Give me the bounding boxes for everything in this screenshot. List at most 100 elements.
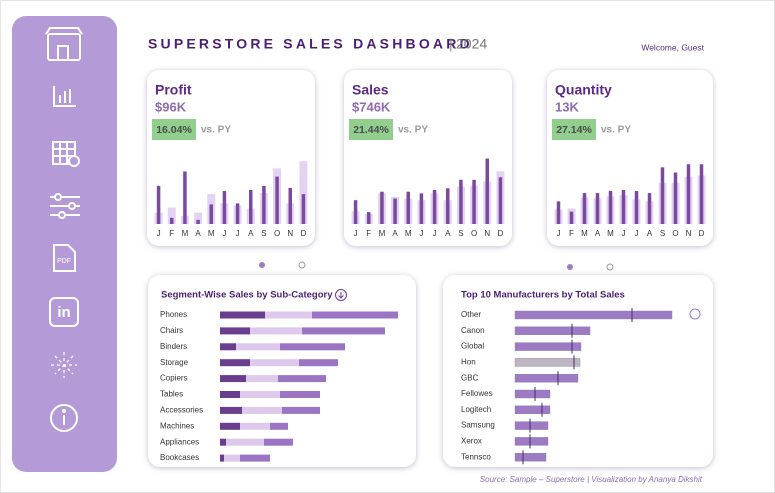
bar-segment bbox=[220, 422, 240, 430]
bar bbox=[595, 193, 600, 224]
bar-segment bbox=[280, 391, 320, 398]
bar bbox=[514, 453, 547, 462]
bar-segment bbox=[240, 422, 270, 430]
x-tick-label: A bbox=[445, 229, 451, 238]
kpi-comparison: vs. PY bbox=[201, 125, 231, 136]
bar bbox=[419, 193, 424, 224]
x-tick-label: O bbox=[672, 229, 678, 238]
bar-segment bbox=[224, 454, 240, 462]
category-label: Copiers bbox=[160, 374, 188, 383]
bar bbox=[514, 310, 673, 320]
divider: | bbox=[449, 36, 453, 52]
year: 2024 bbox=[456, 36, 487, 52]
bar bbox=[514, 389, 551, 399]
kpi-change: 27.14% bbox=[556, 124, 592, 136]
x-tick-label: A bbox=[195, 229, 201, 238]
bar-segment bbox=[220, 391, 240, 398]
info-icon[interactable] bbox=[50, 404, 78, 432]
bar-segment bbox=[220, 343, 236, 351]
x-tick-label: M bbox=[405, 229, 412, 238]
bar bbox=[514, 405, 551, 414]
x-tick-label: A bbox=[248, 229, 254, 238]
category-label: Canon bbox=[461, 326, 485, 335]
more-icon[interactable] bbox=[689, 308, 701, 320]
bar bbox=[686, 164, 691, 224]
page-dot[interactable] bbox=[259, 262, 265, 268]
category-label: Fellowes bbox=[461, 389, 493, 398]
bar bbox=[608, 191, 613, 224]
page-dot[interactable] bbox=[606, 263, 614, 271]
x-tick-label: M bbox=[379, 229, 386, 238]
category-label: Machines bbox=[160, 421, 194, 430]
bar-segment bbox=[220, 359, 250, 367]
bar-segment bbox=[242, 406, 282, 414]
home-icon[interactable] bbox=[45, 27, 83, 61]
x-tick-label: J bbox=[157, 229, 161, 238]
bar-segment bbox=[250, 327, 302, 335]
bar bbox=[514, 421, 549, 430]
x-tick-label: J bbox=[236, 229, 240, 238]
category-label: Storage bbox=[160, 358, 189, 367]
x-tick-label: N bbox=[287, 229, 293, 238]
pdf-icon[interactable]: PDF bbox=[53, 244, 76, 272]
filter-icon[interactable] bbox=[50, 193, 80, 219]
bar-segment bbox=[236, 343, 280, 351]
bar-segment bbox=[226, 438, 264, 446]
x-tick-label: F bbox=[366, 229, 371, 238]
bar bbox=[660, 167, 665, 224]
bar-segment bbox=[282, 406, 320, 414]
bar bbox=[156, 185, 161, 224]
category-label: Samsung bbox=[461, 421, 495, 430]
bar-segment bbox=[240, 454, 270, 462]
x-tick-label: J bbox=[419, 229, 423, 238]
bar bbox=[432, 190, 437, 224]
linkedin-icon[interactable]: in bbox=[49, 297, 79, 327]
bar bbox=[367, 212, 371, 224]
bar bbox=[406, 191, 410, 224]
x-tick-label: N bbox=[484, 229, 490, 238]
x-tick-label: M bbox=[607, 229, 614, 238]
sidebar: PDF in bbox=[12, 16, 117, 472]
category-label: Other bbox=[461, 310, 481, 319]
category-label: Hon bbox=[461, 358, 476, 367]
bar-segment bbox=[220, 375, 246, 383]
x-tick-label: D bbox=[498, 229, 504, 238]
welcome[interactable]: Welcome, Guest bbox=[641, 42, 704, 52]
sparkle-icon[interactable] bbox=[51, 352, 77, 378]
bar bbox=[514, 374, 579, 383]
x-tick-label: M bbox=[182, 229, 189, 238]
x-tick-label: S bbox=[458, 229, 463, 238]
kpi-value: $96K bbox=[155, 99, 187, 114]
category-label: Global bbox=[461, 342, 484, 351]
page-dot[interactable] bbox=[567, 264, 573, 270]
bar bbox=[514, 326, 591, 335]
change-badge bbox=[552, 119, 596, 140]
change-badge bbox=[152, 119, 196, 140]
svg-text:PDF: PDF bbox=[57, 258, 71, 265]
kpi-comparison: vs. PY bbox=[398, 125, 428, 136]
bar-segment bbox=[264, 438, 293, 446]
category-label: GBC bbox=[461, 373, 479, 382]
bar bbox=[459, 179, 463, 224]
kpi-change: 21.44% bbox=[353, 124, 389, 136]
x-tick-label: J bbox=[635, 229, 639, 238]
x-tick-label: A bbox=[595, 229, 601, 238]
download-icon[interactable] bbox=[335, 289, 347, 301]
category-label: Binders bbox=[160, 342, 187, 351]
table-icon[interactable] bbox=[52, 141, 80, 167]
bar-segment bbox=[220, 311, 265, 319]
page-dot[interactable] bbox=[298, 261, 306, 269]
category-label: Bookcases bbox=[160, 453, 199, 462]
x-tick-label: J bbox=[222, 229, 226, 238]
bar bbox=[275, 176, 279, 224]
bar bbox=[514, 342, 582, 351]
bar-segment bbox=[220, 454, 224, 462]
bar bbox=[582, 193, 587, 224]
bar bbox=[196, 219, 200, 224]
change-badge bbox=[349, 119, 393, 140]
bar bbox=[556, 201, 561, 224]
chart-icon[interactable] bbox=[53, 86, 76, 107]
bar bbox=[183, 171, 187, 224]
x-tick-label: O bbox=[471, 229, 477, 238]
